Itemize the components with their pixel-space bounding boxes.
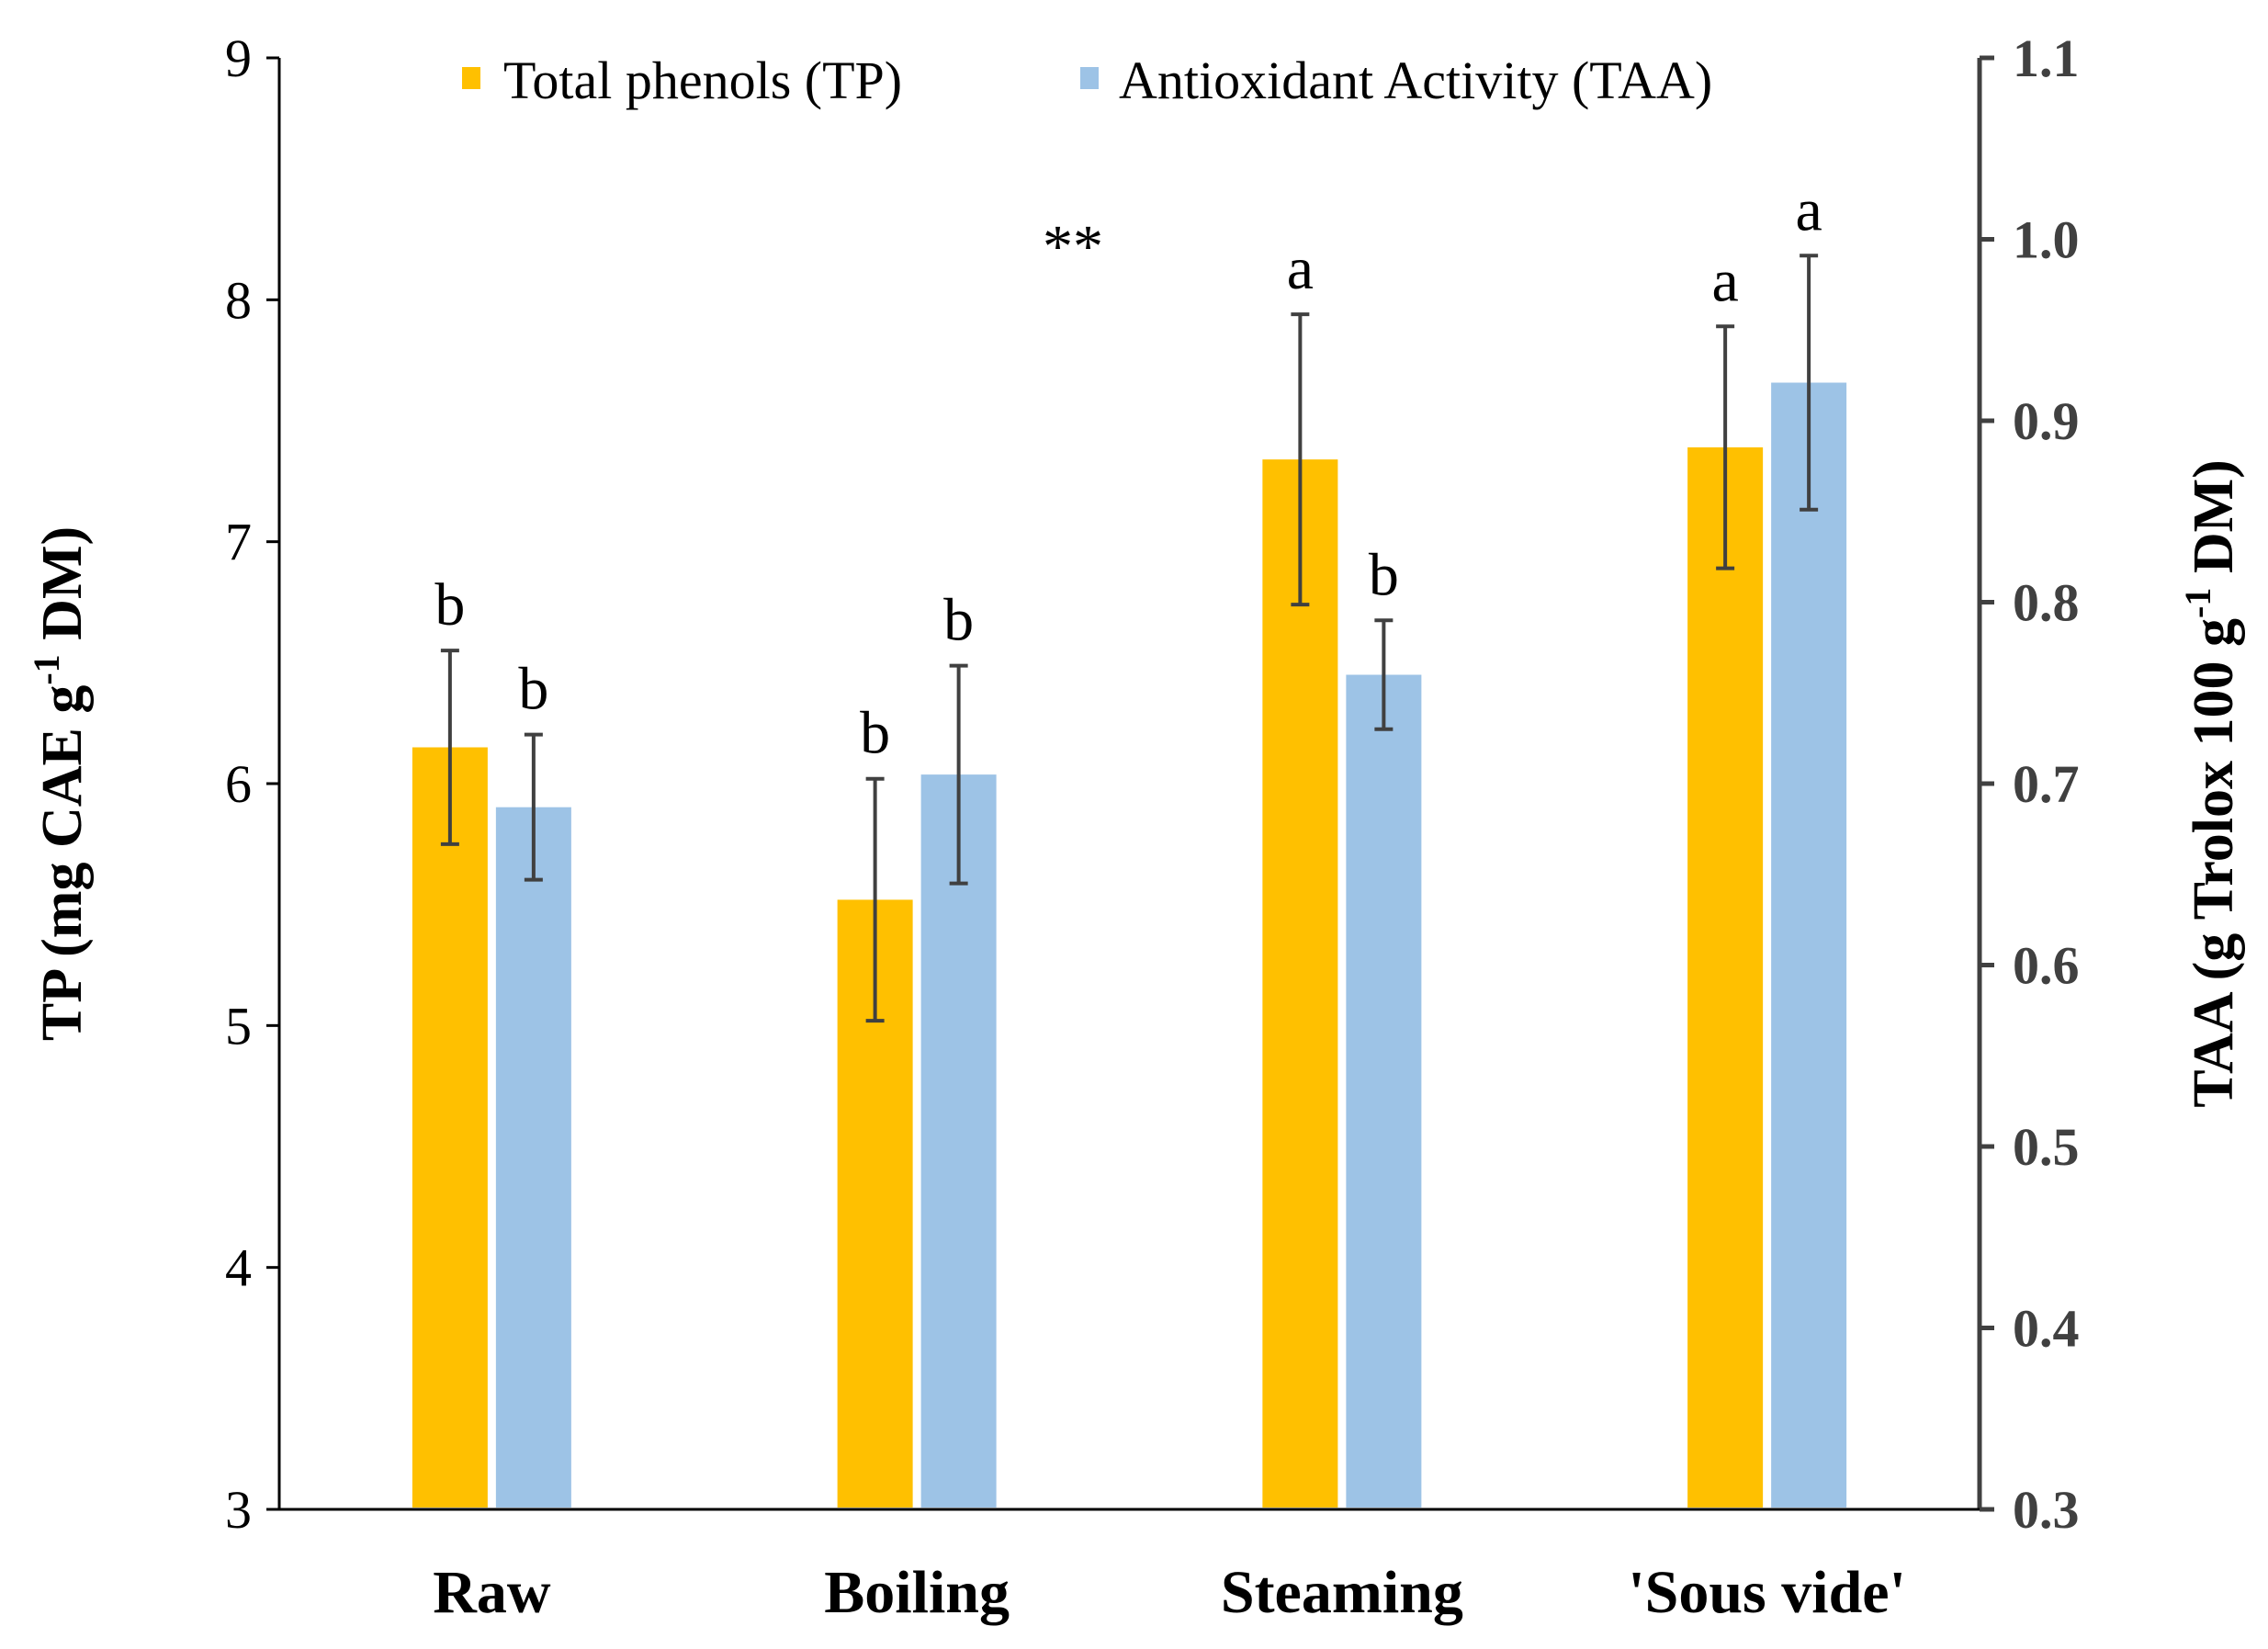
bar-tp — [412, 747, 488, 1508]
left-tick-label: 3 — [225, 1480, 252, 1540]
left-tick-label: 4 — [225, 1238, 252, 1298]
significance-letter: b — [860, 700, 890, 767]
significance-annotation: ** — [1043, 213, 1103, 280]
left-axis-title: TP (mg CAE g-1 DM) — [26, 526, 94, 1041]
legend-swatch-taa — [1080, 67, 1099, 89]
legend: Total phenols (TP) Antioxidant Activity … — [462, 51, 1712, 110]
right-tick-label: 0.6 — [2013, 936, 2080, 996]
significance-letter: b — [518, 656, 548, 723]
right-tick-label: 0.4 — [2013, 1299, 2080, 1359]
bar-taa — [920, 774, 997, 1508]
left-tick-label: 6 — [225, 754, 252, 814]
legend-label-taa: Antioxidant Activity (TAA) — [1119, 51, 1712, 110]
right-tick-label: 0.5 — [2013, 1117, 2080, 1177]
category-label: 'Sous vide' — [1628, 1559, 1906, 1626]
right-tick-label: 0.3 — [2013, 1480, 2080, 1540]
category-label: Steaming — [1221, 1559, 1463, 1626]
category-label: Boiling — [824, 1559, 1010, 1626]
bar-tp — [1687, 446, 1764, 1508]
left-tick-label: 8 — [225, 270, 252, 330]
bar-taa — [1771, 382, 1847, 1508]
right-tick-label: 0.7 — [2013, 754, 2080, 814]
significance-letter: a — [1795, 176, 1822, 243]
bar-tp — [1262, 459, 1338, 1508]
significance-letter: b — [1369, 541, 1399, 608]
left-tick-label: 9 — [225, 28, 252, 88]
bar-taa — [1346, 674, 1422, 1508]
significance-letter: b — [434, 571, 465, 638]
category-label: Raw — [433, 1559, 551, 1626]
right-tick-label: 1.0 — [2013, 210, 2080, 270]
right-tick-label: 0.8 — [2013, 573, 2080, 633]
right-tick-label: 1.1 — [2013, 28, 2080, 88]
legend-label-tp: Total phenols (TP) — [503, 51, 902, 110]
significance-letter: a — [1711, 247, 1738, 314]
right-axis-title: TAA (g Trolox 100 g-1 DM) — [2177, 459, 2245, 1108]
significance-letter: b — [943, 587, 974, 654]
significance-letter: a — [1287, 235, 1314, 302]
bar-taa — [495, 807, 571, 1508]
right-tick-label: 0.9 — [2013, 391, 2080, 451]
left-tick-label: 7 — [225, 513, 252, 572]
left-tick-label: 5 — [225, 996, 252, 1056]
legend-swatch-tp — [462, 67, 480, 89]
